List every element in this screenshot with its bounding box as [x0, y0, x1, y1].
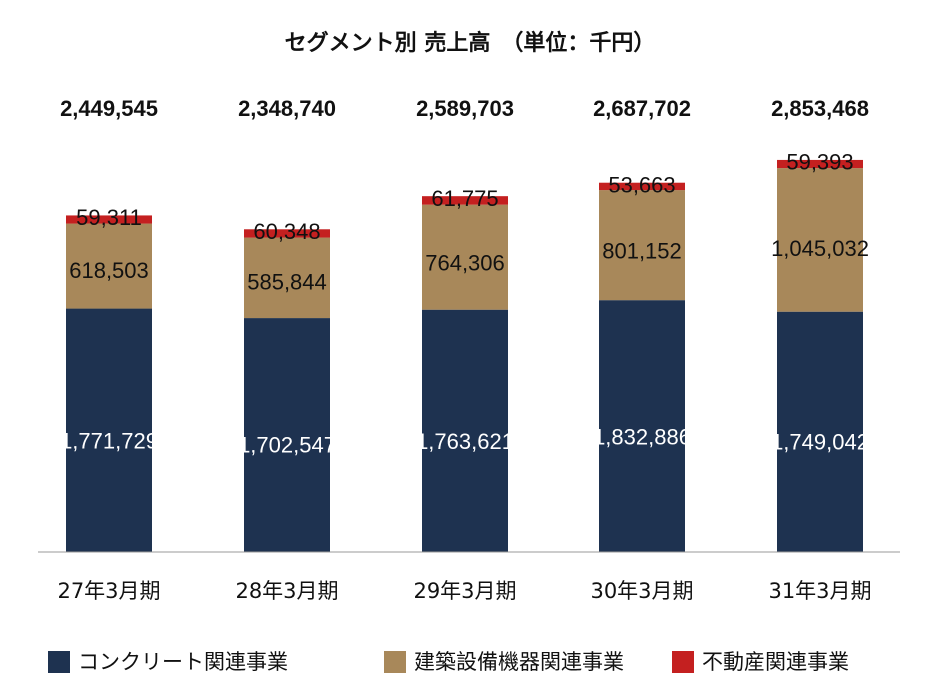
total-label-3: 2,589,703	[416, 96, 514, 121]
bar-segment-2-5	[777, 168, 863, 312]
legend-swatch-3	[672, 651, 694, 673]
category-label-4: 30年3月期	[590, 579, 693, 603]
bar-segment-3-3	[422, 196, 508, 205]
segment-label-1-1: 1,771,729	[60, 428, 158, 453]
segment-label-3-4: 53,663	[608, 173, 675, 198]
bar-segment-1-2	[244, 318, 330, 552]
bar-segment-3-5	[777, 159, 863, 169]
legend-swatch-2	[384, 651, 406, 673]
segment-label-3-2: 60,348	[253, 219, 320, 244]
segment-label-3-5: 59,393	[786, 150, 853, 175]
total-label-5: 2,853,468	[771, 96, 869, 121]
segment-label-2-5: 1,045,032	[771, 236, 869, 261]
category-label-3: 29年3月期	[413, 579, 516, 603]
bar-segment-1-4	[599, 300, 685, 552]
bar-segment-2-3	[422, 204, 508, 310]
bar-segment-2-4	[599, 190, 685, 301]
segment-label-3-1: 59,311	[76, 205, 142, 230]
bar-segment-3-4	[599, 182, 685, 191]
labels-layer: 1,771,729 618,503 59,311 2,449,545 27年3月期 1,7…	[57, 96, 871, 603]
segment-label-2-2: 585,844	[247, 269, 327, 294]
category-label-2: 28年3月期	[235, 579, 338, 603]
total-label-1: 2,449,545	[60, 96, 158, 121]
bar-segment-1-3	[422, 309, 508, 552]
bar-segment-2-1	[66, 223, 152, 309]
legend-label-3: 不動産関連事業	[702, 650, 849, 674]
bar-segment-2-2	[244, 237, 330, 319]
chart-title: セグメント別 売上高 （単位：千円）	[285, 30, 656, 56]
legend: コンクリート関連事業 建築設備機器関連事業 不動産関連事業	[48, 650, 849, 674]
segment-label-2-1: 618,503	[69, 258, 149, 283]
bar-segment-3-1	[66, 215, 152, 224]
segment-label-2-3: 764,306	[425, 250, 505, 275]
legend-swatch-1	[48, 651, 70, 673]
segment-label-1-4: 1,832,886	[593, 424, 691, 449]
total-label-2: 2,348,740	[238, 96, 336, 121]
bar-segment-1-5	[777, 311, 863, 552]
category-label-1: 27年3月期	[57, 579, 160, 603]
bar-segment-1-1	[66, 308, 152, 552]
segment-label-1-2: 1,702,547	[238, 433, 336, 458]
segment-label-3-3: 61,775	[431, 186, 498, 211]
bars-layer	[66, 159, 863, 552]
segment-label-1-5: 1,749,042	[771, 430, 869, 455]
total-label-4: 2,687,702	[593, 96, 691, 121]
legend-label-2: 建築設備機器関連事業	[414, 650, 624, 674]
segment-label-1-3: 1,763,621	[416, 429, 514, 454]
legend-label-1: コンクリート関連事業	[78, 650, 288, 674]
bar-segment-3-2	[244, 229, 330, 238]
segment-label-2-4: 801,152	[602, 239, 682, 264]
category-label-5: 31年3月期	[768, 579, 871, 603]
